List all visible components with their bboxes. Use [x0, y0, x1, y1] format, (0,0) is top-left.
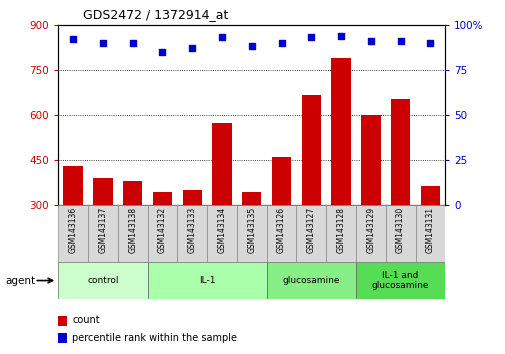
- Text: GSM143135: GSM143135: [247, 207, 256, 253]
- Bar: [420, 186, 439, 296]
- Text: GSM143127: GSM143127: [306, 207, 315, 253]
- Point: [366, 38, 374, 44]
- Point: [247, 44, 256, 49]
- Text: GSM143133: GSM143133: [187, 207, 196, 253]
- Text: GSM143128: GSM143128: [336, 207, 345, 253]
- Bar: [271, 157, 290, 296]
- Bar: [415, 205, 444, 262]
- Bar: [58, 333, 67, 343]
- Text: GDS2472 / 1372914_at: GDS2472 / 1372914_at: [83, 8, 228, 21]
- Bar: [326, 205, 355, 262]
- Text: GSM143137: GSM143137: [98, 207, 107, 253]
- Bar: [58, 205, 88, 262]
- Bar: [266, 262, 355, 299]
- Bar: [147, 205, 177, 262]
- Text: GSM143134: GSM143134: [217, 207, 226, 253]
- Text: GSM143136: GSM143136: [69, 207, 77, 253]
- Point: [277, 40, 285, 46]
- Point: [158, 49, 166, 55]
- Bar: [301, 96, 320, 296]
- Bar: [385, 205, 415, 262]
- Point: [128, 40, 136, 46]
- Point: [426, 40, 434, 46]
- Bar: [212, 122, 231, 296]
- Bar: [355, 205, 385, 262]
- Text: agent: agent: [5, 275, 35, 286]
- Point: [188, 45, 196, 51]
- Bar: [241, 192, 261, 296]
- Text: IL-1 and
glucosamine: IL-1 and glucosamine: [371, 271, 429, 290]
- Point: [218, 35, 226, 40]
- Text: control: control: [87, 276, 118, 285]
- Point: [336, 33, 344, 39]
- Bar: [93, 178, 112, 296]
- Bar: [58, 262, 147, 299]
- Text: glucosamine: glucosamine: [282, 276, 339, 285]
- Text: count: count: [72, 315, 99, 325]
- Point: [69, 36, 77, 42]
- Text: GSM143131: GSM143131: [425, 207, 434, 253]
- Bar: [390, 98, 410, 296]
- Bar: [296, 205, 326, 262]
- Text: percentile rank within the sample: percentile rank within the sample: [72, 333, 237, 343]
- Bar: [88, 205, 118, 262]
- Bar: [266, 205, 296, 262]
- Bar: [58, 316, 67, 326]
- Text: GSM143138: GSM143138: [128, 207, 137, 253]
- Text: GSM143130: GSM143130: [395, 207, 405, 253]
- Bar: [207, 205, 236, 262]
- Bar: [118, 205, 147, 262]
- Point: [396, 38, 404, 44]
- Point: [307, 35, 315, 40]
- Bar: [177, 205, 207, 262]
- Bar: [355, 262, 444, 299]
- Bar: [63, 166, 83, 296]
- Text: GSM143126: GSM143126: [276, 207, 285, 253]
- Bar: [236, 205, 266, 262]
- Bar: [182, 190, 201, 296]
- Bar: [361, 115, 380, 296]
- Bar: [147, 262, 266, 299]
- Text: IL-1: IL-1: [198, 276, 215, 285]
- Bar: [331, 58, 350, 296]
- Text: GSM143132: GSM143132: [158, 207, 167, 253]
- Point: [98, 40, 107, 46]
- Bar: [123, 181, 142, 296]
- Text: GSM143129: GSM143129: [366, 207, 375, 253]
- Bar: [153, 192, 172, 296]
